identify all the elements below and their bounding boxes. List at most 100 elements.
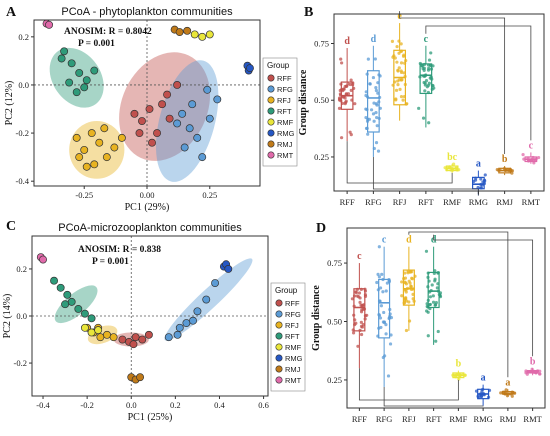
jitter-point-rfj [399, 70, 404, 75]
jitter-point-rfj [400, 280, 404, 284]
point-rfg [211, 279, 220, 288]
jitter-point-rfg [376, 272, 380, 277]
comparison-bracket [346, 141, 453, 184]
point-rfg [180, 143, 189, 152]
point-rfg [164, 333, 173, 342]
y-tick-label: 0.25 [314, 152, 329, 162]
y-axis-label: Group distance [298, 69, 309, 135]
point-rmf [87, 328, 96, 337]
jitter-point-rmj [510, 171, 514, 175]
x-tick-label: RMT [523, 414, 542, 424]
jitter-point-rmg [479, 177, 483, 181]
jitter-point-rfj [402, 53, 406, 57]
legend-marker-rmt [267, 151, 275, 159]
panel-letter-c: C [6, 219, 16, 234]
x-tick-label: RFJ [393, 197, 407, 207]
point-rff [135, 129, 144, 138]
point-rft [74, 304, 83, 313]
point-rfj [110, 143, 119, 152]
jitter-point-rff [359, 324, 364, 328]
jitter-point-rfg [379, 286, 383, 290]
jitter-point-rfg [378, 316, 383, 320]
point-rfg [182, 319, 191, 328]
x-tick-label: RFG [376, 414, 393, 424]
jitter-point-rfg [374, 140, 379, 145]
legend-title: Group [275, 286, 298, 295]
legend-marker-rfj [267, 96, 275, 104]
panel-letter-d: D [316, 221, 326, 236]
jitter-point-rfj [400, 78, 404, 82]
point-rft [67, 59, 76, 68]
point-rft [87, 314, 96, 323]
box-rfg [367, 70, 380, 133]
legend-label-rff: RFF [285, 299, 300, 308]
point-rff [131, 333, 140, 342]
legend-label-rmf: RMF [277, 118, 294, 127]
ellipse-rft [54, 285, 98, 324]
jitter-point-rfg [366, 57, 370, 61]
y-tick-label: -0.2 [16, 128, 29, 138]
legend-marker-rft [275, 332, 283, 340]
x-tick-label: 0.00 [140, 190, 155, 200]
legend-marker-rfg [267, 85, 275, 93]
jitter-point-rff [350, 297, 355, 301]
point-rfg [205, 114, 214, 123]
point-rmj [136, 373, 145, 382]
jitter-point-rff [348, 82, 352, 87]
y-axis-label: PC2 (12%) [4, 81, 15, 126]
legend-marker-rfg [275, 310, 283, 318]
y-tick-label: 0.50 [327, 317, 342, 327]
jitter-point-rfj [399, 42, 403, 46]
significance-letter-rmg: a [476, 159, 481, 170]
jitter-point-rfj [400, 294, 404, 298]
legend-label-rfj: RFJ [285, 321, 299, 330]
ellipse-rfg [155, 60, 219, 182]
jitter-point-rfj [404, 296, 408, 300]
jitter-point-rfg [373, 57, 377, 61]
x-tick-label: RMT [522, 197, 541, 207]
point-rmf [198, 32, 207, 41]
y-tick-label: 0.0 [18, 80, 29, 90]
legend-label-rfj: RFJ [277, 96, 291, 105]
legend-marker-rmf [275, 343, 283, 351]
jitter-point-rff [345, 84, 349, 88]
jitter-point-rmf [452, 162, 456, 166]
jitter-point-rfg [389, 333, 393, 337]
jitter-point-rfg [376, 149, 381, 153]
point-rfg [193, 133, 202, 142]
jitter-point-rft [428, 295, 433, 299]
panel-letter-a: A [6, 5, 17, 20]
point-rff [153, 129, 161, 138]
box-rfg [378, 278, 391, 339]
jitter-point-rfg [368, 82, 372, 86]
jitter-point-rff [349, 88, 353, 92]
point-rfj [96, 333, 105, 342]
point-rfg [202, 295, 211, 304]
chart-title: PCoA-microzooplankton communities [58, 222, 242, 234]
significance-letter-rff: c [357, 251, 362, 262]
legend-marker-rff [267, 74, 275, 82]
point-rff [173, 81, 182, 89]
box-rft [427, 271, 440, 309]
plot-area [34, 20, 260, 186]
jitter-point-rfg [375, 115, 379, 120]
jitter-point-rmj [499, 391, 503, 395]
point-rmj [183, 26, 192, 35]
jitter-point-rff [337, 96, 342, 100]
comparison-bracket [433, 234, 534, 357]
jitter-point-rft [433, 277, 437, 281]
point-rmf [80, 323, 89, 332]
jitter-point-rfg [379, 325, 383, 330]
jitter-point-rfg [384, 289, 388, 293]
legend-label-rfg: RFG [277, 85, 293, 94]
legend-title: Group [267, 61, 290, 70]
jitter-point-rft [426, 68, 431, 72]
jitter-point-rft [426, 334, 430, 338]
x-tick-label: RFT [418, 197, 434, 207]
point-rfj [75, 153, 84, 162]
jitter-point-rfg [377, 245, 381, 249]
significance-letter-rmj: a [505, 377, 510, 388]
jitter-point-rff [355, 294, 359, 298]
